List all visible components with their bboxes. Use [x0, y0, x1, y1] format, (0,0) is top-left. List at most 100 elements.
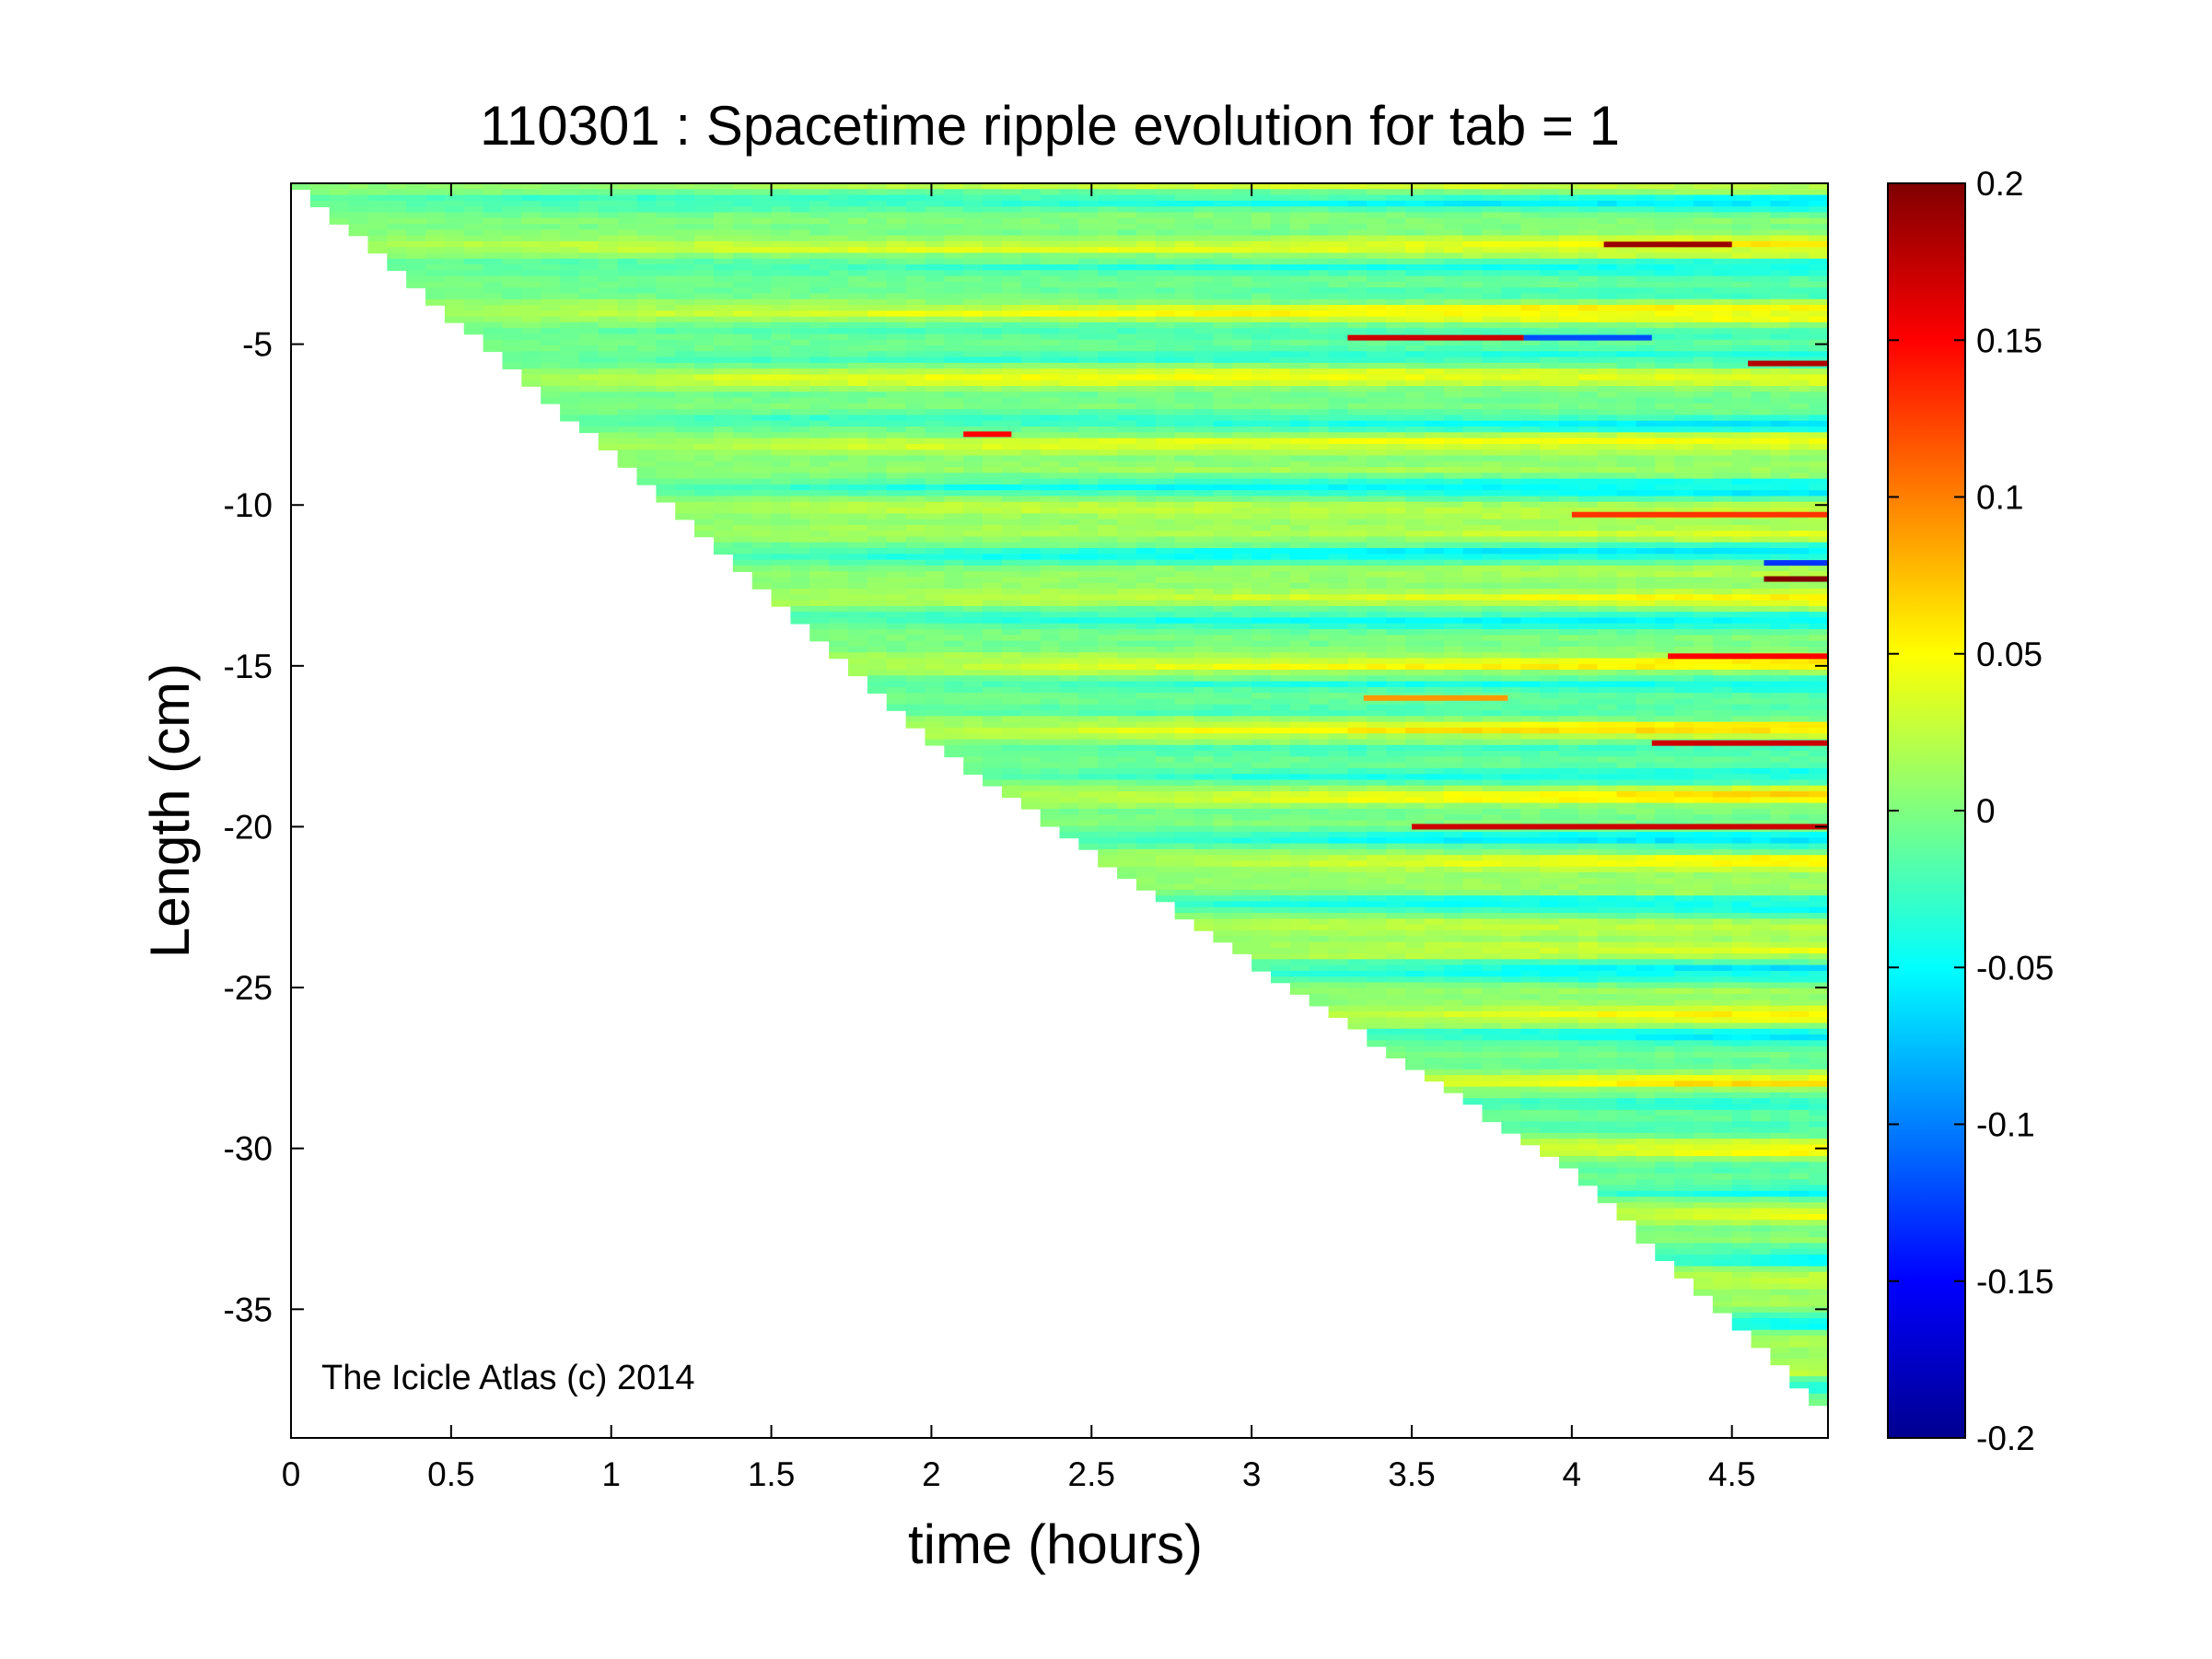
- heatmap-cell: [1193, 855, 1215, 862]
- heatmap-cell: [694, 467, 715, 474]
- heatmap-cell: [732, 224, 753, 231]
- heatmap-cell: [1289, 467, 1310, 474]
- heatmap-cell: [1193, 744, 1215, 752]
- heatmap-cell: [1213, 229, 1234, 237]
- heatmap-cell: [1347, 275, 1368, 283]
- heatmap-cell: [1405, 461, 1426, 468]
- heatmap-cell: [578, 368, 600, 376]
- heatmap-cell: [1386, 403, 1406, 410]
- heatmap-cell: [1213, 490, 1234, 497]
- heatmap-cell: [1405, 305, 1426, 312]
- heatmap-cell: [1001, 281, 1022, 288]
- heatmap-cell: [1098, 281, 1118, 288]
- heatmap-cell: [1367, 600, 1387, 607]
- heatmap-cell: [1386, 629, 1406, 637]
- heatmap-cell: [1213, 693, 1234, 700]
- heatmap-cell: [1001, 774, 1022, 781]
- heatmap-cell: [751, 508, 773, 515]
- heatmap-cell: [713, 362, 734, 369]
- heatmap-cell: [1174, 744, 1195, 752]
- heatmap-cell: [1289, 663, 1310, 671]
- heatmap-cell: [1328, 397, 1349, 404]
- heatmap-cell: [1289, 565, 1310, 572]
- heatmap-cell: [732, 368, 753, 376]
- heatmap-cell: [963, 328, 984, 335]
- heatmap-cell: [1098, 426, 1118, 434]
- heatmap-cell: [925, 450, 946, 457]
- heatmap-cell: [1174, 189, 1195, 196]
- heatmap-cell: [1117, 670, 1137, 677]
- heatmap-cell: [713, 501, 734, 508]
- heatmap-cell: [905, 496, 926, 503]
- heatmap-cell: [502, 229, 523, 237]
- heatmap-cell: [1213, 612, 1234, 619]
- heatmap-cell: [1040, 646, 1061, 653]
- heatmap-cell: [1193, 374, 1215, 381]
- heatmap-cell: [983, 339, 1003, 346]
- heatmap-cell: [560, 409, 580, 416]
- heatmap-cell: [617, 368, 638, 376]
- heatmap-cell: [1405, 409, 1426, 416]
- heatmap-cell: [732, 467, 753, 474]
- heatmap-cell: [1309, 929, 1330, 937]
- heatmap-cell: [694, 508, 715, 515]
- heatmap-cell: [1270, 531, 1291, 538]
- heatmap-cell: [809, 617, 830, 625]
- heatmap-cell: [1193, 843, 1215, 850]
- heatmap-cell: [483, 321, 504, 329]
- heatmap-cell: [1270, 762, 1291, 769]
- heatmap-cell: [1155, 450, 1176, 457]
- heatmap-cell: [963, 640, 984, 648]
- heatmap-cell: [1367, 953, 1387, 961]
- heatmap-cell: [1098, 519, 1118, 526]
- heatmap-cell: [1367, 513, 1387, 520]
- heatmap-cell: [1059, 461, 1080, 468]
- heatmap-cell: [751, 305, 773, 312]
- heatmap-cell: [1098, 663, 1118, 671]
- heatmap-cell: [1289, 913, 1310, 920]
- heatmap-cell: [983, 675, 1003, 683]
- heatmap-cell: [1347, 837, 1368, 845]
- heatmap-cell: [1405, 450, 1426, 457]
- heatmap-cell: [1367, 432, 1387, 439]
- heatmap-cell: [1135, 577, 1157, 584]
- heatmap-cell: [790, 577, 811, 584]
- heatmap-cell: [1386, 270, 1406, 277]
- heatmap-cell: [598, 328, 619, 335]
- heatmap-cell: [1367, 461, 1387, 468]
- heatmap-cell: [1252, 658, 1272, 665]
- heatmap-cell: [1252, 855, 1272, 862]
- heatmap-cell: [790, 270, 811, 277]
- heatmap-cell: [848, 316, 868, 323]
- heatmap-cell: [1040, 686, 1061, 694]
- heatmap-cell: [983, 397, 1003, 404]
- heatmap-cell: [656, 328, 677, 335]
- heatmap-cell: [1001, 240, 1022, 248]
- heatmap-cell: [1252, 762, 1272, 769]
- heatmap-cell: [578, 415, 600, 422]
- heatmap-cell: [1174, 779, 1195, 787]
- heatmap-cell: [1155, 281, 1176, 288]
- heatmap-cell: [521, 351, 542, 358]
- heatmap-cell: [809, 321, 830, 329]
- heatmap-cell: [1405, 843, 1426, 850]
- heatmap-cell: [1040, 264, 1061, 272]
- heatmap-cell: [867, 663, 888, 671]
- heatmap-cell: [1405, 490, 1426, 497]
- heatmap-cell: [1174, 548, 1195, 555]
- heatmap-cell: [675, 380, 695, 387]
- heatmap-cell: [1252, 531, 1272, 538]
- heatmap-cell: [771, 513, 792, 520]
- heatmap-cell: [1289, 756, 1310, 764]
- heatmap-cell: [1117, 658, 1137, 665]
- heatmap-cell: [1405, 351, 1426, 358]
- heatmap-cell: [944, 189, 964, 196]
- heatmap-cell: [1367, 194, 1387, 202]
- heatmap-cell: [713, 339, 734, 346]
- heatmap-cell: [636, 310, 658, 318]
- heatmap-cell: [1386, 194, 1406, 202]
- heatmap-cell: [1252, 756, 1272, 764]
- heatmap-cell: [1405, 889, 1426, 896]
- heatmap-cell: [732, 554, 753, 561]
- heatmap-cell: [1386, 478, 1406, 485]
